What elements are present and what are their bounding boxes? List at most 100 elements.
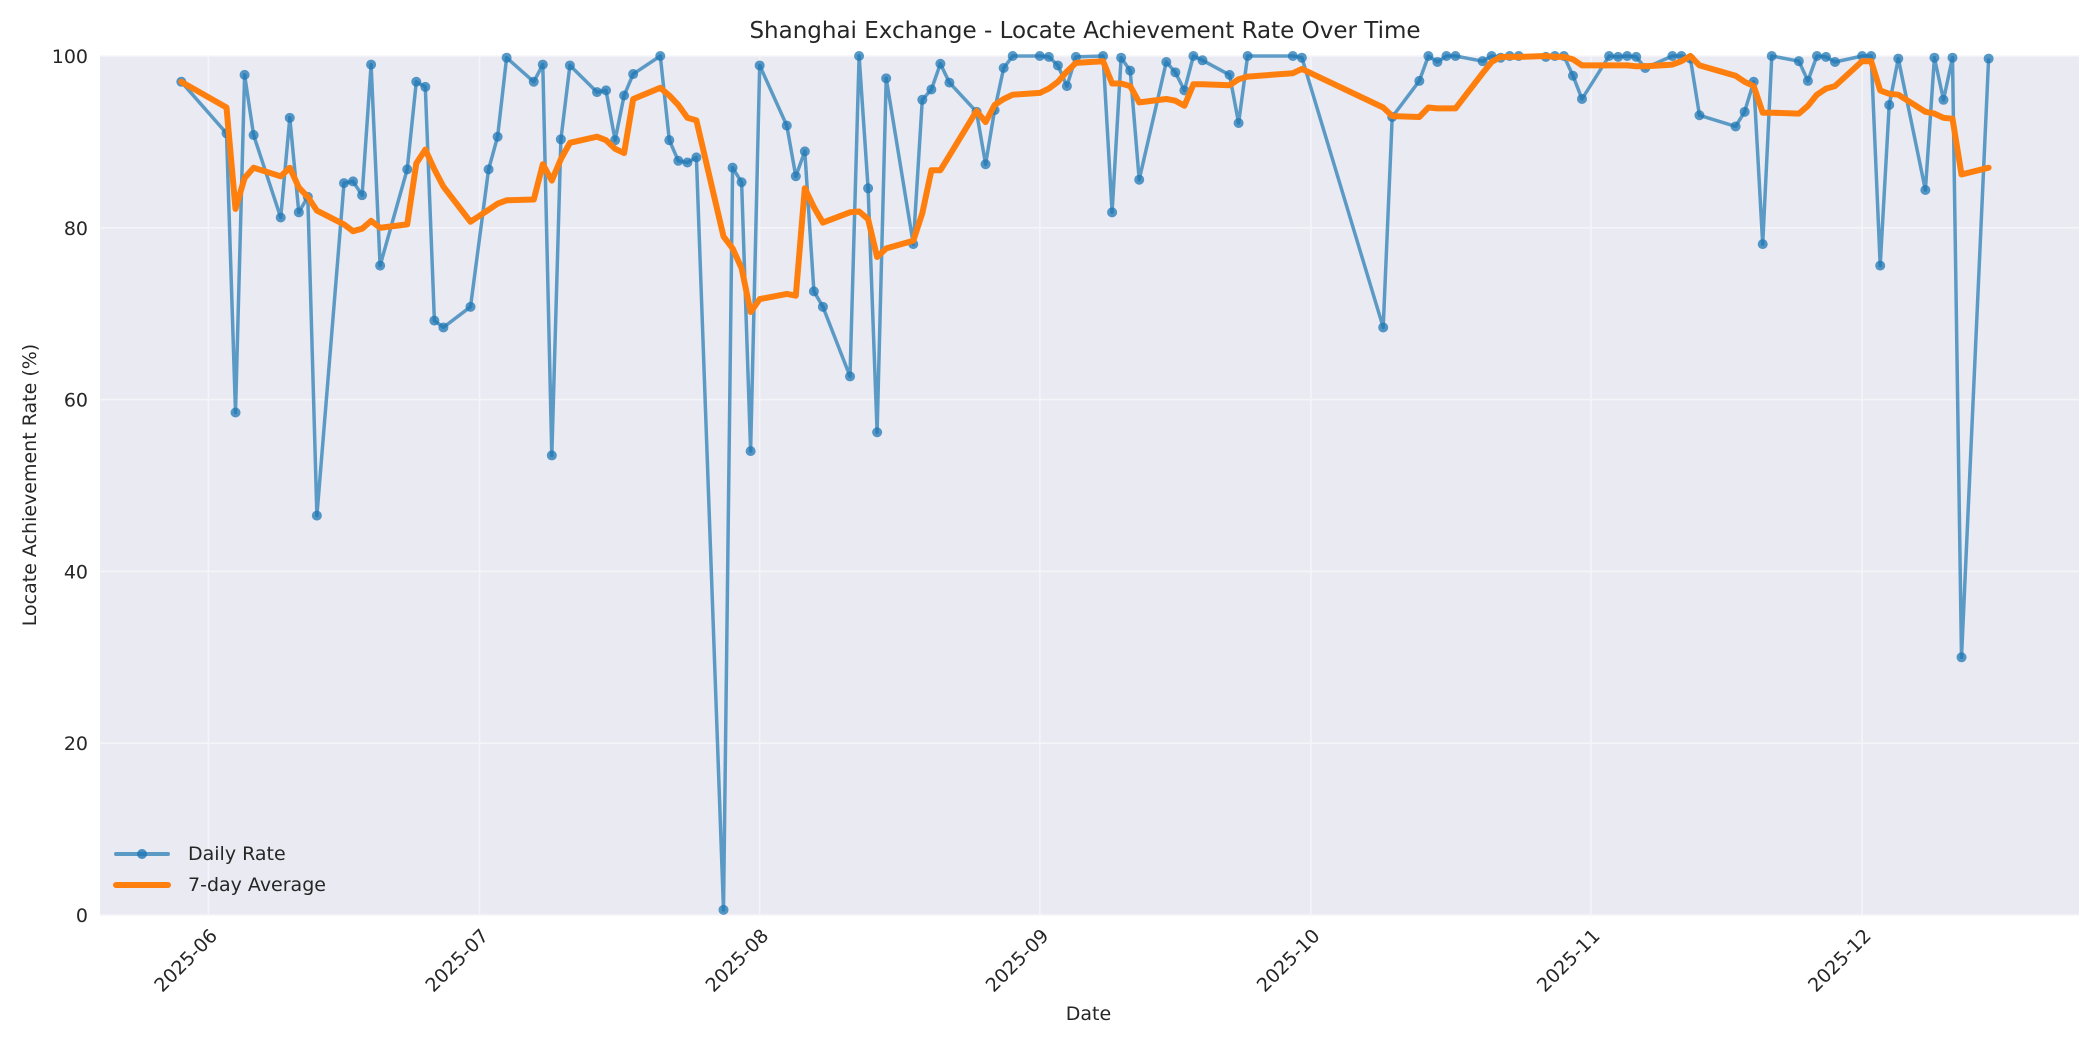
data-point (311, 510, 322, 521)
data-point (411, 76, 422, 87)
data-point (501, 52, 512, 63)
data-point (1576, 93, 1587, 104)
data-point (1233, 118, 1244, 129)
data-point (998, 63, 1009, 74)
data-point (881, 73, 892, 84)
data-point (402, 164, 413, 175)
data-point (754, 60, 765, 71)
data-point (429, 315, 440, 326)
data-point (1296, 52, 1307, 63)
data-point (465, 301, 476, 312)
y-tick-label: 0 (76, 905, 88, 927)
line-marker-icon (114, 848, 170, 859)
data-point (564, 60, 575, 71)
x-tick-label: 2025-09 (982, 925, 1054, 997)
data-point (1622, 51, 1633, 61)
data-point (1125, 65, 1136, 76)
data-point (1884, 99, 1895, 110)
y-tick-label: 20 (64, 733, 88, 755)
data-point (917, 94, 928, 105)
x-tick-label: 2025-06 (150, 925, 222, 997)
data-point (1197, 55, 1208, 66)
data-point (664, 135, 675, 146)
data-point (1170, 67, 1181, 78)
data-point (1875, 260, 1886, 271)
legend-label: 7-day Average (188, 873, 326, 896)
data-point (863, 183, 874, 194)
data-point (275, 212, 286, 223)
data-point (781, 120, 792, 131)
x-axis-ticks: 2025-06 2025-07 2025-08 2025-09 2025-10 2025-… (150, 925, 1875, 997)
data-point (293, 207, 304, 218)
x-tick-label: 2025-07 (421, 925, 493, 997)
data-point (790, 171, 801, 182)
data-point (1802, 75, 1813, 86)
data-point (546, 450, 557, 461)
data-point (1567, 70, 1578, 81)
data-point (1766, 51, 1777, 61)
data-point (338, 178, 349, 189)
data-point (375, 260, 386, 271)
data-point (872, 427, 883, 438)
data-point (1694, 110, 1705, 121)
data-point (1242, 51, 1253, 61)
data-point (1188, 51, 1199, 61)
data-point (1929, 52, 1940, 63)
data-point (1043, 51, 1054, 62)
data-point (1107, 207, 1118, 218)
data-point (1667, 51, 1678, 61)
data-point (230, 407, 241, 418)
x-axis-label: Date (1065, 1003, 1112, 1025)
data-point (1730, 121, 1741, 132)
data-point (1811, 51, 1822, 61)
data-point (1161, 57, 1172, 68)
data-point (1052, 60, 1063, 71)
data-point (1034, 51, 1045, 61)
x-tick-label: 2025-12 (1804, 925, 1876, 997)
series-layer (176, 51, 1994, 915)
data-point (1414, 75, 1425, 86)
data-point (655, 51, 666, 61)
data-point (1947, 52, 1958, 63)
data-point (799, 146, 810, 157)
data-point (284, 112, 295, 123)
data-point (854, 51, 865, 61)
data-point (537, 59, 548, 70)
data-point (1830, 57, 1841, 68)
data-point (718, 904, 729, 915)
data-point (745, 446, 756, 457)
chart-title: Shanghai Exchange - Locate Achievement R… (749, 18, 1421, 44)
legend: Daily Rate 7-day Average (112, 838, 326, 900)
data-point (239, 69, 250, 80)
y-tick-label: 80 (64, 218, 88, 240)
x-tick-label: 2025-08 (702, 925, 774, 997)
data-point (601, 85, 612, 96)
data-point (1287, 51, 1298, 61)
data-point (727, 162, 738, 173)
data-point (1739, 106, 1750, 117)
data-point (1820, 51, 1831, 62)
data-point (736, 177, 747, 188)
legend-label: Daily Rate (188, 842, 286, 865)
data-point (1224, 69, 1235, 80)
x-tick-label: 2025-11 (1533, 925, 1605, 997)
data-point (1793, 56, 1804, 67)
legend-item-daily-rate: Daily Rate (112, 838, 326, 869)
data-point (935, 58, 946, 69)
data-point (528, 76, 539, 87)
y-tick-label: 40 (64, 561, 88, 583)
data-point (845, 371, 856, 382)
data-point (1477, 56, 1488, 67)
data-point (619, 90, 630, 101)
data-point (1134, 174, 1145, 185)
data-point (1893, 53, 1904, 64)
data-point (1920, 185, 1931, 196)
data-point (808, 286, 819, 297)
line-icon (113, 881, 171, 888)
x-tick-label: 2025-10 (1253, 925, 1325, 997)
data-point (1378, 322, 1389, 333)
data-point (817, 301, 828, 312)
grid-lines (100, 55, 2079, 916)
